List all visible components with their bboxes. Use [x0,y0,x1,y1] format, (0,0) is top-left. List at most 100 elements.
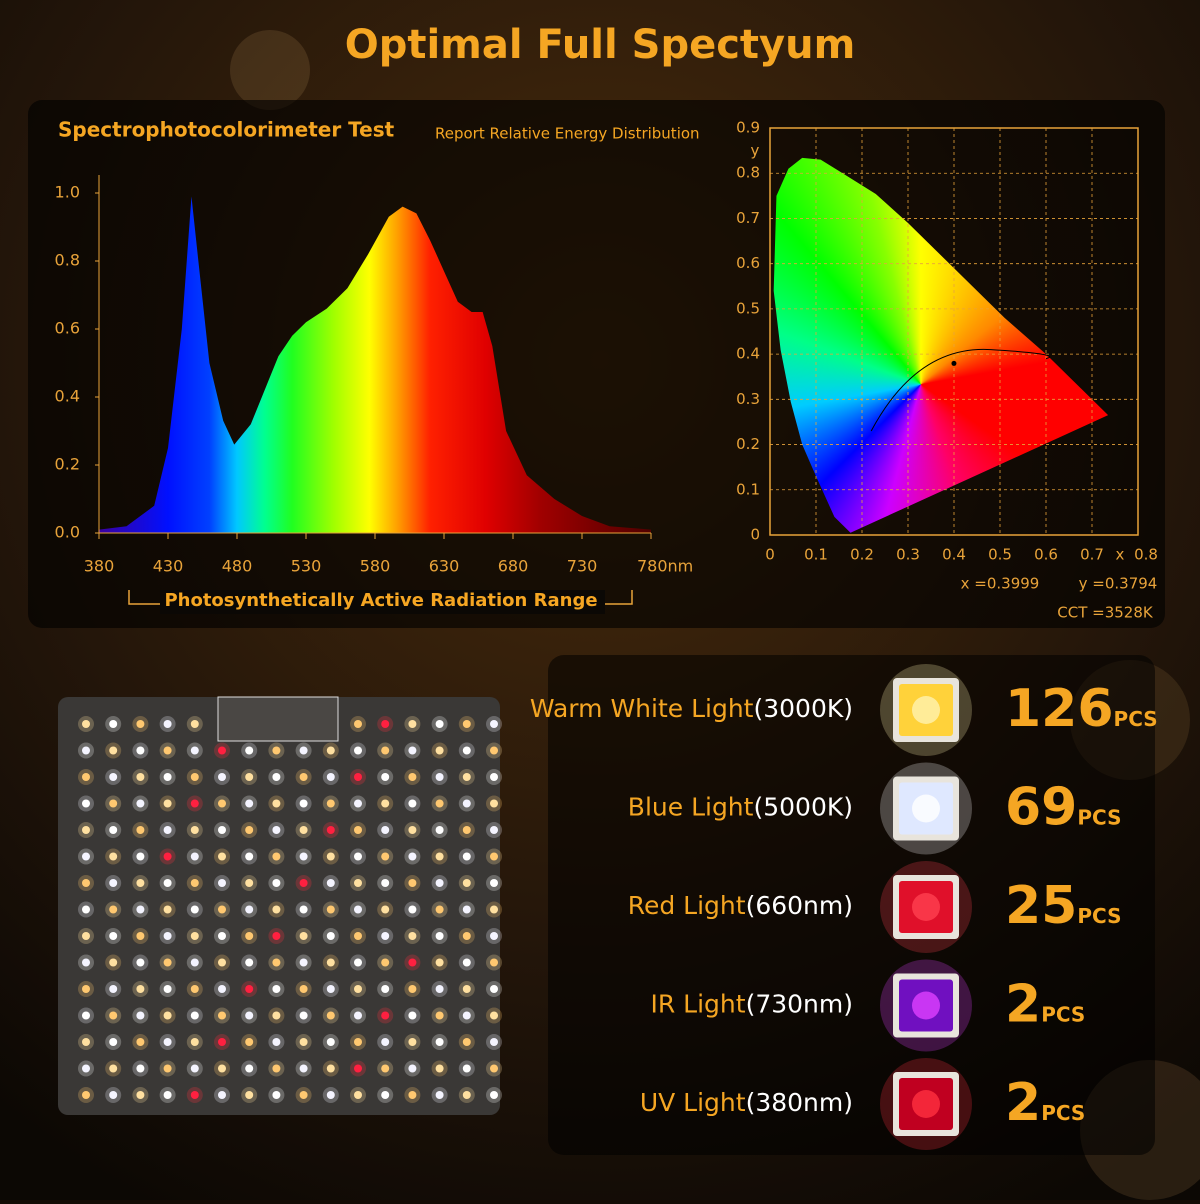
board-led [109,1091,118,1099]
board-led [354,985,362,993]
led-board [58,696,502,1115]
plot-frame [769,127,1139,536]
board-led [82,826,90,834]
board-led [163,932,172,940]
board-led [299,1091,308,1099]
board-led [381,746,390,755]
board-led [272,773,281,781]
board-led [354,932,362,940]
led-count-label: 25PCS [1005,876,1122,936]
board-led [163,1091,172,1099]
board-led [462,746,471,755]
board-led [381,1038,390,1046]
x-tick-label: 680 [498,557,529,576]
board-led [272,1038,281,1046]
board-led [435,1011,444,1020]
annotation: x =0.3999 [961,575,1040,593]
board-led [190,905,199,914]
board-led [245,958,254,967]
board-led [381,879,390,887]
board-led [381,1011,390,1020]
board-led [462,826,471,834]
board-led [190,720,199,728]
board-led [326,879,335,887]
board-led [462,799,471,808]
board-led [408,879,417,887]
board-led [245,985,254,993]
board-led [408,799,417,808]
board-led [326,799,335,808]
y-tick-label: 0.2 [55,455,80,474]
led-name: IR Light [650,990,745,1019]
board-led [462,852,471,861]
board-led [408,1011,417,1020]
led-unit: PCS [1077,805,1121,829]
board-led [163,826,172,834]
led-name: Red Light [628,891,746,920]
board-led [462,905,471,914]
x-tick-label: 0.3 [896,546,920,564]
board-led [326,932,335,940]
board-led [408,1064,417,1073]
x-tick-label: 0.7 [1080,546,1104,564]
cie-fill-holder [773,157,1109,533]
board-led [272,985,281,993]
board-led [381,905,390,914]
board-led [136,1011,145,1020]
board-led [435,720,444,728]
led-panel-bg [548,655,1155,1155]
board-led [435,746,444,755]
y-axis-label: y [751,142,760,160]
board-led [245,1038,254,1046]
x-axis-label: Photosynthetically Active Radiation Rang… [164,590,597,611]
board-led [462,720,471,728]
board-led [272,958,281,967]
chart-title: Spectrophotocolorimeter Test [58,118,395,142]
board-led [163,905,172,914]
board-led [82,1091,90,1099]
board-led [163,799,172,808]
board-led [408,1091,417,1099]
board-led [82,958,90,967]
y-tick-label: 0.0 [55,523,80,542]
board-led [354,1011,362,1020]
board-led [82,746,90,755]
board-led [245,1091,254,1099]
board-led [136,985,145,993]
board-led [109,720,118,728]
board-led [109,773,118,781]
board-led [109,746,118,755]
led-center [912,794,940,823]
board-led [190,773,199,781]
led-count-label: 2PCS [1005,1073,1085,1133]
led-spec: (5000K) [753,793,853,822]
board-led [82,1011,90,1020]
board-led [408,773,417,781]
board-led [163,879,172,887]
y-tick-label: 0.9 [736,119,760,137]
annotation: y =0.3794 [1079,575,1158,593]
x-tick-label: 580 [360,557,391,576]
board-led [435,958,444,967]
board-led [190,826,199,834]
board-led [435,932,444,940]
board-led [190,1011,199,1020]
board-led [326,1091,335,1099]
led-label: Blue Light(5000K) [628,793,853,822]
led-unit: PCS [1041,1002,1085,1026]
board-led [381,932,390,940]
y-tick-label: 0.2 [736,435,760,453]
led-name: Blue Light [628,793,754,822]
board-led [218,1011,226,1020]
board-led [326,1064,335,1073]
board-led [190,799,199,808]
x-tick-label: 0.1 [804,546,828,564]
led-name: Warm White Light [530,694,754,723]
board-led [354,1064,362,1073]
board-led [299,1038,308,1046]
board-led [299,985,308,993]
board-led [245,799,254,808]
board-led [109,958,118,967]
y-tick-label: 0.4 [55,387,80,406]
